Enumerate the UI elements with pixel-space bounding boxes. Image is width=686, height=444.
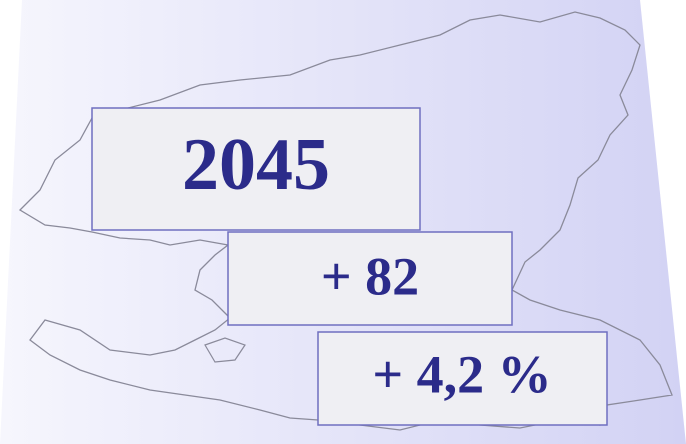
- value-box: [91, 107, 421, 231]
- percent-box: [317, 331, 608, 426]
- box-text: 2045: [182, 124, 330, 206]
- change-box: [227, 231, 513, 326]
- map-outline: [18, 11, 673, 431]
- map-inner-outline: [204, 337, 246, 363]
- box-text: + 4,2 %: [372, 344, 551, 404]
- box-text: + 82: [321, 246, 419, 306]
